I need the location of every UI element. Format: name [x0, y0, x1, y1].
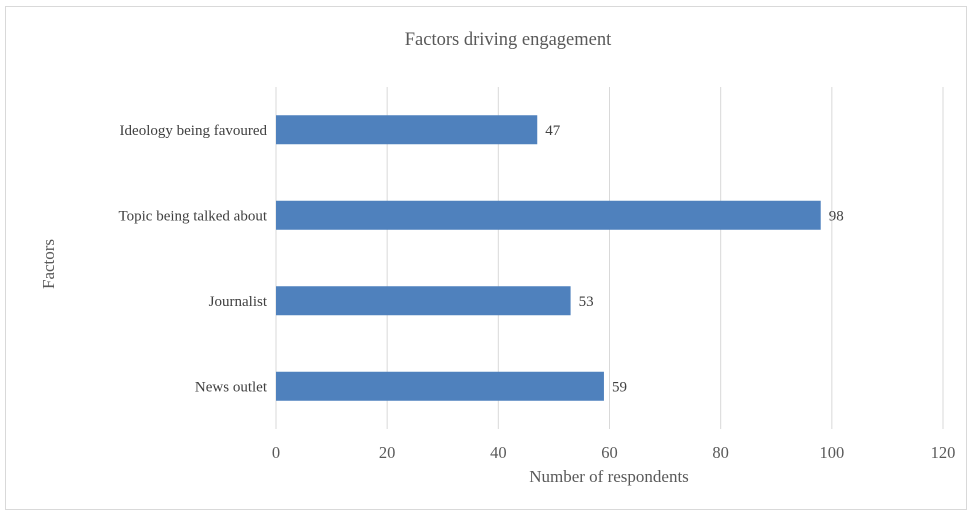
x-tick-label: 100	[819, 443, 844, 462]
x-tick-label: 0	[272, 443, 280, 462]
bar-chart: Factors driving engagement 47 98 53 59 Ideo…	[39, 30, 956, 486]
bars	[276, 115, 821, 401]
category-labels: Ideology being favoured Topic being talke…	[119, 123, 268, 396]
x-tick-labels: 0 20 40 60 80 100 120	[272, 443, 956, 462]
data-label: 98	[829, 208, 844, 224]
data-label: 47	[545, 123, 561, 139]
x-tick-label: 20	[379, 443, 396, 462]
chart-title: Factors driving engagement	[405, 30, 612, 50]
y-axis-title: Factors	[39, 239, 58, 289]
category-label: Journalist	[209, 294, 268, 310]
data-labels: 47 98 53 59	[545, 123, 843, 396]
data-label: 53	[579, 294, 594, 310]
chart-frame: Factors driving engagement 47 98 53 59 Ideo…	[5, 6, 967, 510]
bar	[276, 200, 821, 230]
x-tick-label: 120	[931, 443, 956, 462]
category-label: News outlet	[195, 379, 268, 395]
x-tick-label: 60	[601, 443, 618, 462]
x-tick-label: 40	[490, 443, 507, 462]
bar	[276, 371, 604, 401]
bar	[276, 286, 571, 316]
x-tick-label: 80	[712, 443, 729, 462]
data-label: 59	[612, 379, 627, 395]
category-label: Topic being talked about	[119, 208, 268, 224]
bar	[276, 115, 538, 145]
x-axis-title: Number of respondents	[529, 467, 689, 486]
category-label: Ideology being favoured	[120, 123, 268, 139]
